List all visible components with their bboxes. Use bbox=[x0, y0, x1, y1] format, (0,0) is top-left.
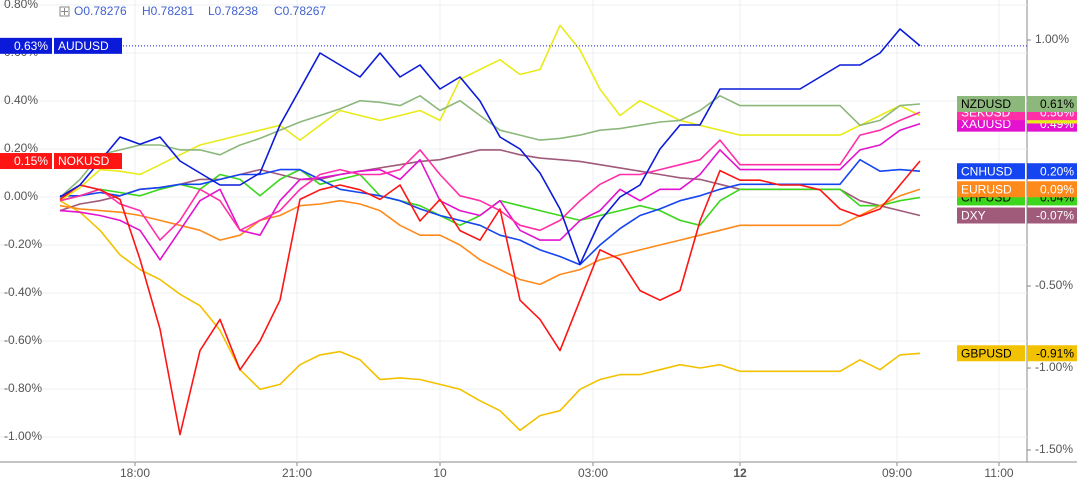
name-box bbox=[54, 153, 122, 170]
y-tick-label: -0.40% bbox=[4, 285, 42, 299]
value-label: 0.61% bbox=[1040, 97, 1074, 111]
series-name: GBPUSD bbox=[961, 346, 1012, 360]
labels: GBPUSD -0.91%DXY -0.07%CHFUSD 0.04%EURUSD 0.… bbox=[0, 37, 1077, 362]
series-name: CNHUSD bbox=[961, 164, 1013, 178]
x-tick-label: 11:00 bbox=[984, 466, 1013, 480]
y-tick-label: 0.20% bbox=[4, 141, 38, 155]
expand-icon[interactable] bbox=[59, 6, 70, 17]
value-label: 0.15% bbox=[14, 154, 48, 168]
name-box bbox=[957, 163, 1025, 180]
y-tick-label: 0.80% bbox=[4, 0, 38, 11]
value-label: 0.20% bbox=[1040, 164, 1074, 178]
series-name: XAUUSD bbox=[961, 117, 1011, 131]
ohlc-low: L0.78238 bbox=[208, 4, 258, 18]
lines bbox=[0, 24, 1027, 436]
y2-tick-label: -1.00% bbox=[1035, 360, 1073, 374]
series-line bbox=[59, 28, 921, 265]
name-box bbox=[957, 345, 1025, 362]
value-box bbox=[1027, 345, 1077, 362]
series-name: AUDUSD bbox=[58, 39, 109, 53]
series-name: NZDUSD bbox=[961, 97, 1011, 111]
name-box bbox=[957, 95, 1025, 112]
name-box bbox=[957, 207, 1025, 224]
ohlc-header: O0.78276 H0.78281 L0.78238 C0.78267 bbox=[59, 4, 326, 18]
series-line bbox=[59, 95, 921, 199]
series-line bbox=[59, 122, 921, 261]
value-box bbox=[1027, 181, 1077, 198]
series-name: DXY bbox=[961, 209, 986, 223]
ohlc-close: C0.78267 bbox=[274, 4, 326, 18]
y-tick-label: -0.80% bbox=[4, 381, 42, 395]
series-line bbox=[60, 158, 921, 266]
x-tick-label: 12 bbox=[733, 466, 747, 480]
y-tick-label: 0.00% bbox=[4, 189, 38, 203]
value-label: -0.91% bbox=[1036, 346, 1074, 360]
ohlc-high: H0.78281 bbox=[142, 4, 194, 18]
value-label: 0.09% bbox=[1040, 182, 1074, 196]
value-label: 0.63% bbox=[14, 39, 48, 53]
name-box bbox=[957, 181, 1025, 198]
value-box bbox=[1027, 163, 1077, 180]
value-box bbox=[0, 153, 52, 170]
series-line bbox=[59, 160, 921, 436]
x-tick-label: 10 bbox=[433, 466, 447, 480]
value-label: -0.07% bbox=[1036, 209, 1074, 223]
name-box bbox=[54, 37, 122, 54]
series-line bbox=[59, 200, 921, 432]
y2-tick-label: -0.50% bbox=[1035, 278, 1073, 292]
value-box bbox=[1027, 207, 1077, 224]
series-name: NOKUSD bbox=[58, 154, 110, 168]
value-box bbox=[0, 37, 52, 54]
y2-tick-label: 1.00% bbox=[1035, 32, 1069, 46]
y-tick-label: -0.20% bbox=[4, 237, 42, 251]
ohlc-open: O0.78276 bbox=[74, 4, 127, 18]
y-tick-label: -1.00% bbox=[4, 429, 42, 443]
series-line bbox=[59, 188, 921, 286]
x-tick-label: 21:00 bbox=[282, 466, 312, 480]
x-tick-label: 03:00 bbox=[578, 466, 608, 480]
series-name: EURUSD bbox=[961, 182, 1012, 196]
y-tick-label: 0.40% bbox=[4, 93, 38, 107]
x-tick-label: 18:00 bbox=[120, 466, 150, 480]
value-box bbox=[1027, 95, 1077, 112]
y2-tick-label: -1.50% bbox=[1035, 442, 1073, 456]
series-line bbox=[59, 24, 921, 202]
series-line bbox=[59, 111, 921, 241]
y-tick-label: -0.60% bbox=[4, 333, 42, 347]
x-tick-label: 09:00 bbox=[882, 466, 912, 480]
